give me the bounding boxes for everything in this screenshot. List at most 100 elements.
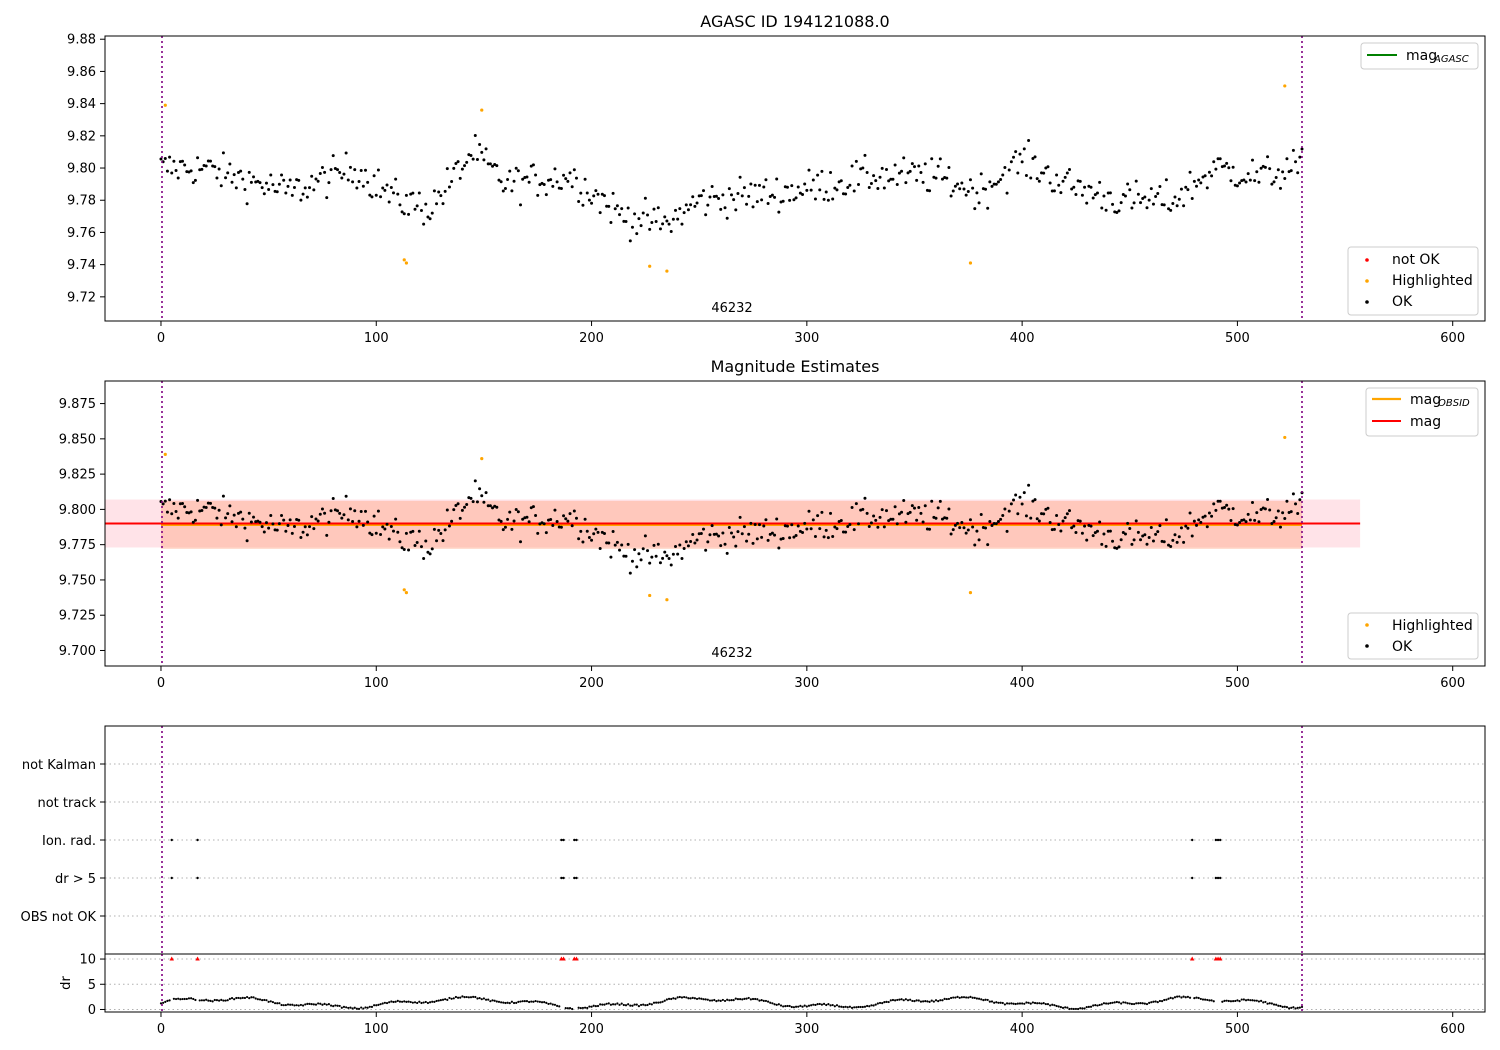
ok-point — [994, 182, 998, 186]
ok-point — [699, 532, 703, 536]
ok-point — [796, 524, 800, 528]
dr-point — [551, 1003, 554, 1006]
ok-point — [508, 510, 512, 514]
ok-point — [790, 184, 794, 188]
dr-point — [1137, 1002, 1140, 1005]
panel-magnitude-legend-lines: mag OBSID mag — [1365, 387, 1479, 437]
ok-point — [473, 479, 477, 483]
dr-point — [590, 1005, 593, 1008]
ok-point — [234, 525, 238, 529]
dr-point — [162, 1001, 165, 1004]
dr-point — [1066, 1006, 1069, 1009]
dr-point — [958, 996, 961, 999]
ok-point — [447, 185, 451, 189]
ok-point — [391, 529, 395, 533]
ok-point — [161, 502, 165, 506]
dr-point — [872, 1004, 875, 1007]
dr-point — [202, 999, 206, 1002]
dr-point — [276, 1002, 279, 1005]
x-tick-label: 200 — [579, 331, 604, 346]
ok-point — [1012, 155, 1016, 159]
ok-point — [1182, 204, 1186, 208]
ok-point — [549, 178, 553, 182]
ok-point — [396, 192, 400, 196]
dr-point — [381, 1002, 384, 1005]
flag-point — [1191, 838, 1194, 842]
ok-point — [407, 548, 411, 552]
dr-point — [999, 1001, 1002, 1004]
ok-point — [1007, 168, 1011, 172]
dr-point — [289, 1003, 292, 1006]
flag-row-label: not Kalman — [22, 758, 96, 773]
dr-point — [629, 1004, 632, 1007]
dr-point — [1154, 1000, 1157, 1003]
ok-point — [594, 189, 598, 193]
ok-point — [867, 524, 871, 528]
dr-point — [366, 1006, 369, 1009]
ok-point — [475, 500, 479, 504]
panel-dr-ylabel: dr — [59, 976, 74, 990]
ok-point — [734, 208, 738, 212]
ok-point — [348, 165, 352, 169]
ok-point — [174, 168, 178, 172]
ok-point — [1108, 191, 1112, 195]
ok-point — [204, 506, 208, 510]
ok-point — [1020, 502, 1024, 506]
dr-point — [756, 998, 759, 1001]
panel-agasc-legend-status: not OK Highlighted OK — [1347, 246, 1479, 316]
ok-point — [1031, 499, 1035, 503]
ok-point — [465, 502, 469, 506]
dr-point — [521, 1000, 524, 1003]
ok-point — [1093, 193, 1097, 197]
ok-point — [555, 180, 559, 184]
dr-point — [691, 996, 694, 999]
ok-point — [669, 229, 673, 233]
ok-point — [1177, 197, 1181, 201]
ok-point — [1242, 518, 1246, 522]
ok-point — [288, 178, 292, 182]
ok-point — [1257, 520, 1261, 524]
ok-point — [404, 193, 408, 197]
dr-point — [1300, 1005, 1304, 1009]
dr-point — [577, 1006, 580, 1009]
dr-point — [230, 997, 234, 1000]
dr-point — [1232, 999, 1235, 1003]
ok-point — [996, 180, 1000, 184]
dr-point — [863, 1005, 867, 1008]
ok-point — [1218, 499, 1222, 503]
ok-point — [706, 203, 710, 207]
ok-point — [1067, 509, 1071, 513]
ok-point — [824, 528, 828, 532]
dr-point — [1036, 1002, 1039, 1005]
dr-point — [1167, 997, 1170, 1000]
ok-point — [1078, 519, 1082, 523]
ok-point — [592, 532, 596, 536]
ok-point — [633, 548, 637, 552]
ok-point — [308, 186, 312, 190]
ok-point — [788, 198, 792, 202]
dr-point — [902, 999, 905, 1002]
ok-point — [314, 177, 318, 181]
ok-point — [738, 515, 742, 519]
dr-point — [558, 1005, 561, 1008]
ok-point — [1085, 538, 1089, 542]
ok-point — [374, 193, 378, 197]
x-tick-label: 0 — [157, 331, 165, 346]
ok-point — [986, 206, 990, 210]
x-tick-label: 500 — [1225, 1022, 1250, 1037]
dr-point — [980, 998, 983, 1001]
dr-point — [364, 1006, 367, 1009]
dr-point — [321, 1003, 324, 1006]
ok-point — [1227, 166, 1231, 170]
ok-point — [893, 163, 897, 167]
ok-point — [536, 531, 540, 535]
ok-point — [999, 177, 1003, 181]
dr-outlier-marker — [169, 956, 174, 961]
ok-point — [538, 183, 542, 187]
ok-point — [695, 538, 699, 542]
ok-point — [336, 509, 340, 513]
dr-point — [1040, 1002, 1043, 1005]
ok-point — [740, 532, 744, 536]
ok-point — [818, 188, 822, 192]
